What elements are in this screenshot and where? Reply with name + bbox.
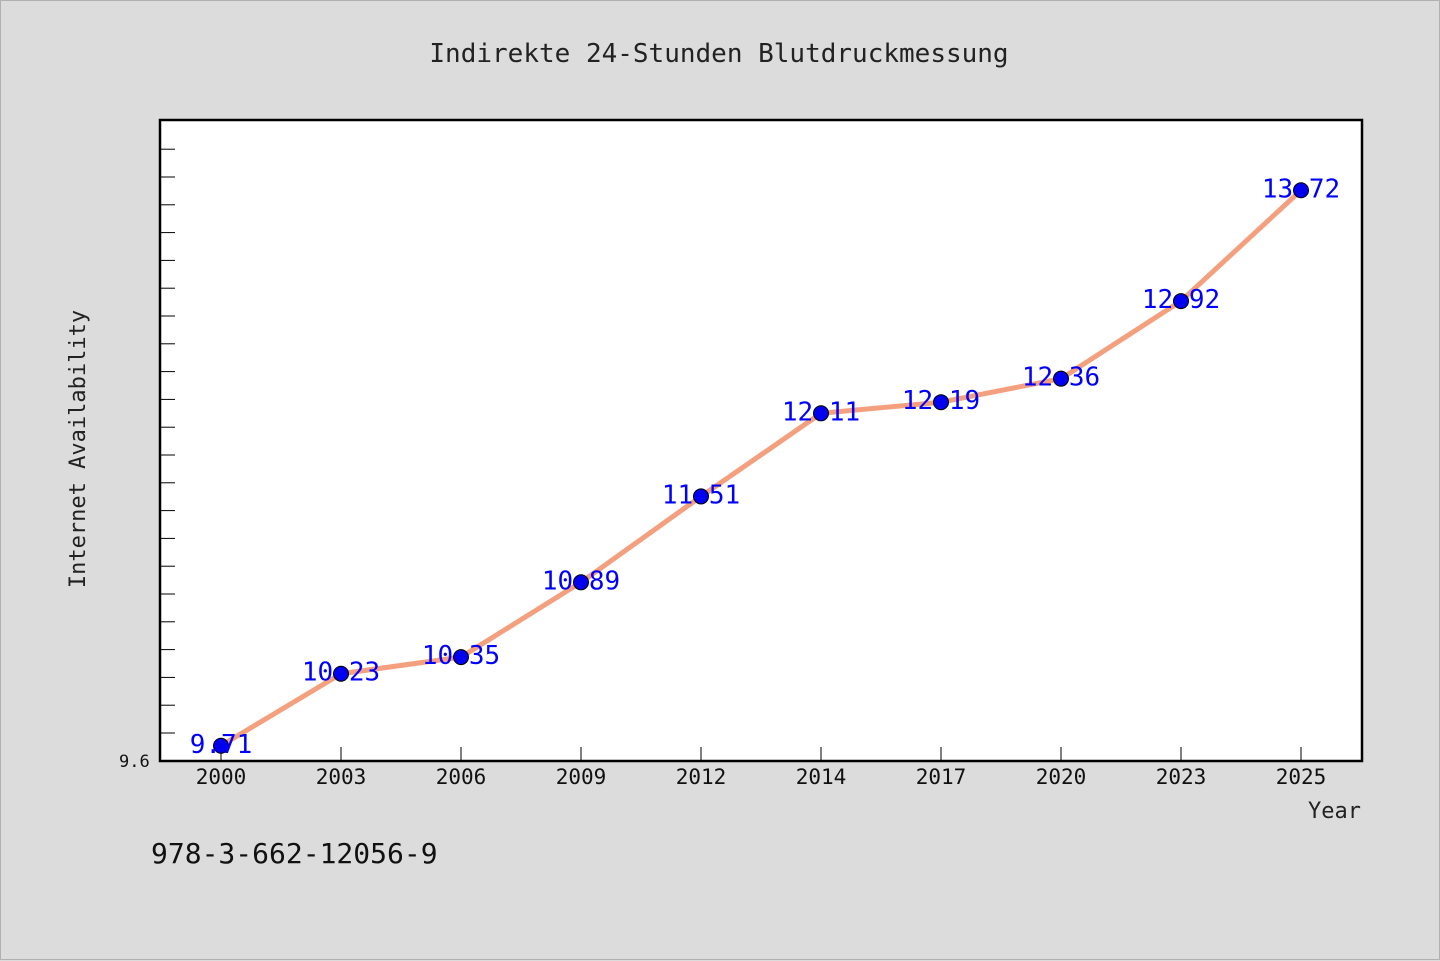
data-point [1173, 293, 1189, 310]
x-tick-label: 2020 [1036, 765, 1087, 789]
data-label: 12.36 [1022, 363, 1100, 393]
data-point [453, 649, 469, 666]
data-point [693, 488, 709, 505]
x-axis-ticks [220, 747, 1302, 761]
x-tick-label: 2009 [556, 765, 607, 789]
data-markers [213, 182, 1309, 754]
series-line-group [218, 187, 1304, 749]
data-point [573, 574, 589, 591]
data-label: 9.71 [190, 730, 253, 760]
data-point [333, 665, 349, 682]
data-label: 11.51 [662, 480, 740, 510]
isbn-footer: 978-3-662-12056-9 [151, 837, 438, 870]
data-label: 10.23 [302, 658, 380, 688]
x-tick-label: 2017 [916, 765, 967, 789]
data-point [813, 405, 829, 422]
data-label: 12.11 [782, 397, 860, 427]
x-tick-label: 2023 [1156, 765, 1207, 789]
x-tick-label: 2006 [436, 765, 487, 789]
data-label: 12.92 [1142, 285, 1220, 315]
x-tick-label: 2003 [316, 765, 367, 789]
data-label: 12.19 [902, 386, 980, 416]
data-point [933, 394, 949, 411]
x-tick-labels: 2000 2003 2006 2009 2012 2014 2017 2020 2023 2025 [196, 765, 1327, 789]
y-axis-ticks [161, 148, 175, 734]
data-point [213, 737, 229, 754]
data-point [1053, 370, 1069, 387]
x-tick-label: 2025 [1276, 765, 1327, 789]
x-axis-label: Year [1308, 799, 1361, 824]
y-axis-min-label: 9.6 [119, 752, 150, 772]
x-tick-label: 2000 [196, 765, 247, 789]
x-tick-label: 2012 [676, 765, 727, 789]
chart-title: Indirekte 24-Stunden Blutdruckmessung [429, 39, 1008, 69]
y-axis-label: Internet Availability [66, 310, 91, 588]
data-label: 10.35 [422, 641, 500, 671]
data-point [1293, 182, 1309, 199]
data-labels: 9.71 10.23 10.35 10.89 11.51 12.11 12.19 12.36 1… [190, 174, 1340, 759]
plot-area [158, 118, 1364, 763]
data-label: 10.89 [542, 566, 620, 596]
series-line [218, 187, 1304, 749]
data-label: 13.72 [1262, 174, 1340, 204]
x-tick-label: 2014 [796, 765, 847, 789]
